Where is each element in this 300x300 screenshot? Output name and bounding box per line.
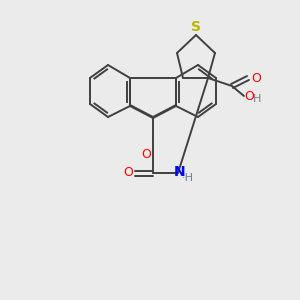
Text: O: O <box>123 166 133 178</box>
Text: O: O <box>141 148 151 161</box>
Text: N: N <box>174 165 186 179</box>
Text: O: O <box>251 71 261 85</box>
Text: ·H: ·H <box>182 173 194 183</box>
Text: S: S <box>191 20 201 34</box>
Text: H: H <box>253 94 261 104</box>
Text: O: O <box>244 91 254 103</box>
